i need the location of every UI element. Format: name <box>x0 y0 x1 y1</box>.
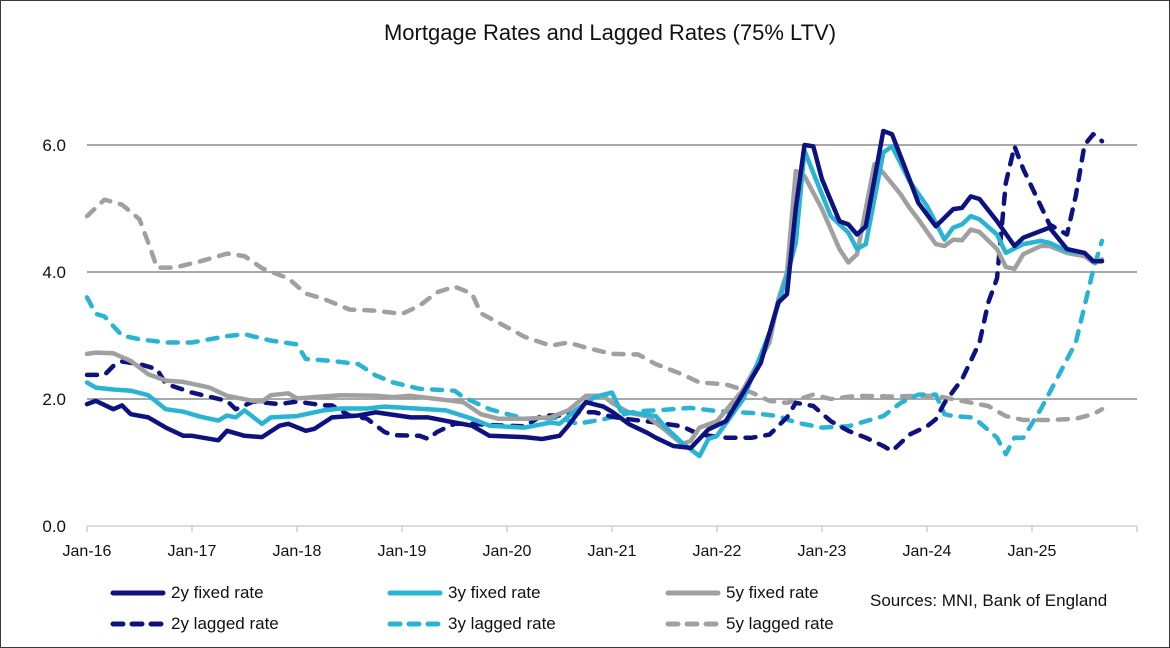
legend-swatch-solid-cyan <box>387 590 443 596</box>
series-lines <box>84 128 1105 459</box>
legend-3y-lagged: 3y lagged rate <box>387 614 556 634</box>
legend-5y-lagged: 5y lagged rate <box>665 614 834 634</box>
gridlines <box>87 144 1137 400</box>
x-tick-label: Jan-23 <box>798 543 847 560</box>
y-tick-label: 4.0 <box>42 263 66 282</box>
legend-swatch-solid-navy <box>110 590 166 596</box>
x-tick-label: Jan-24 <box>903 543 952 560</box>
legend-label: 3y fixed rate <box>448 583 541 602</box>
y-tick-label: 6.0 <box>42 136 66 155</box>
y-tick-label: 2.0 <box>42 390 66 409</box>
legend-label: 5y lagged rate <box>726 614 834 633</box>
legend-5y-fixed: 5y fixed rate <box>665 583 819 603</box>
legend-label: 2y lagged rate <box>171 614 279 633</box>
x-tick-label: Jan-21 <box>588 543 637 560</box>
x-tick-label: Jan-19 <box>378 543 427 560</box>
series-line-3y-lagged-rate <box>84 238 1105 457</box>
series-line-2y-fixed-rate <box>84 128 1105 451</box>
series-line-2y-lagged-rate <box>84 131 1105 454</box>
legend-swatch-dashed-gray <box>665 621 721 627</box>
x-tick-label: Jan-17 <box>168 543 217 560</box>
legend-3y-fixed: 3y fixed rate <box>387 583 541 603</box>
axes: 0.0 2.0 4.0 6.0 Jan-16 Jan-17 Jan-18 Jan-19 Jan-… <box>42 136 1138 560</box>
legend-swatch-solid-gray <box>665 590 721 596</box>
y-tick-label: 0.0 <box>42 517 66 536</box>
legend-label: 3y lagged rate <box>448 614 556 633</box>
series-line-5y-fixed-rate <box>84 161 1105 447</box>
legend-label: 5y fixed rate <box>726 583 819 602</box>
legend-swatch-dashed-cyan <box>387 621 443 627</box>
legend-2y-fixed: 2y fixed rate <box>110 583 264 603</box>
chart-title: Mortgage Rates and Lagged Rates (75% LTV… <box>383 20 837 45</box>
x-tick-label: Jan-22 <box>693 543 742 560</box>
x-tick-label: Jan-25 <box>1008 543 1057 560</box>
source-note: Sources: MNI, Bank of England <box>870 591 1108 610</box>
legend-label: 2y fixed rate <box>171 583 264 602</box>
series-line-3y-fixed-rate <box>84 144 1105 459</box>
x-tick-label: Jan-16 <box>63 543 112 560</box>
legend-swatch-dashed-navy <box>110 621 166 627</box>
legend-2y-lagged: 2y lagged rate <box>110 614 279 634</box>
x-tick-label: Jan-18 <box>273 543 322 560</box>
x-tick-label: Jan-20 <box>483 543 532 560</box>
